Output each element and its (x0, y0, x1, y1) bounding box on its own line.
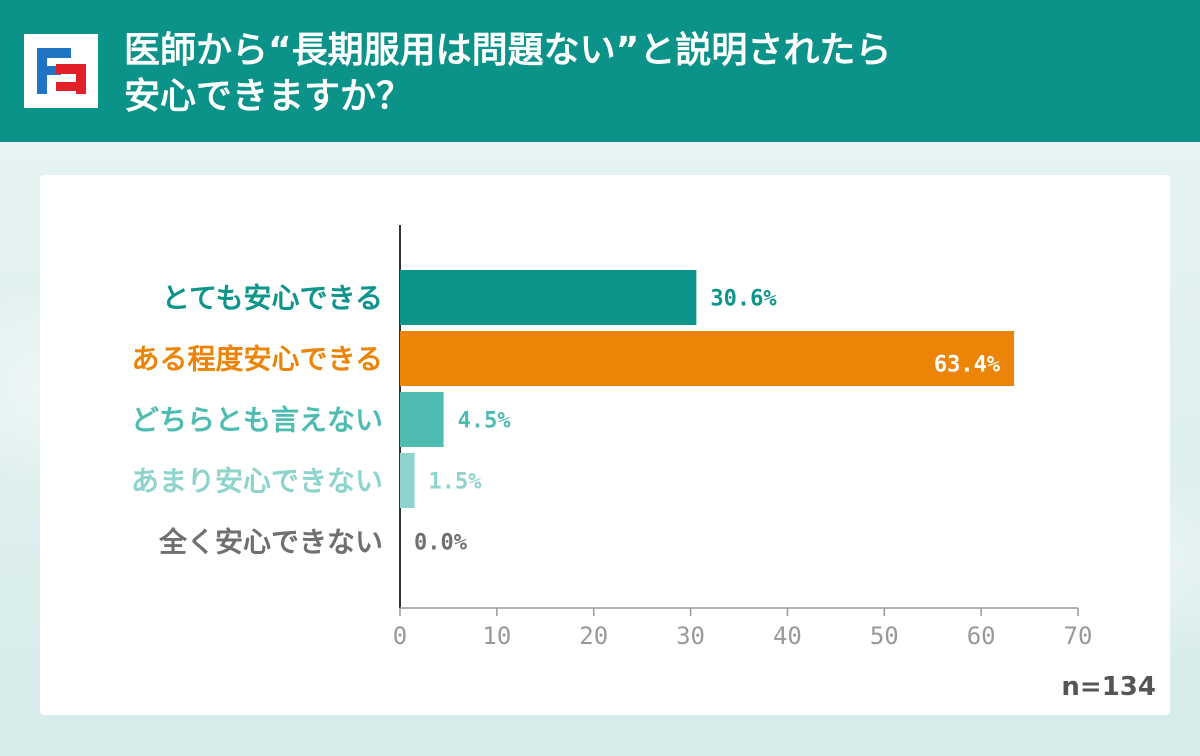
x-tick-label: 40 (773, 622, 802, 650)
bar (400, 392, 444, 447)
x-tick-label: 60 (967, 622, 996, 650)
category-label: ある程度安心できる (132, 343, 383, 376)
category-label: どちらとも言えない (131, 404, 383, 437)
data-label: 1.5% (429, 470, 483, 495)
x-tick-label: 0 (393, 622, 407, 650)
page-title: 医師から“長期服用は問題ない”と説明されたら 安心できますか？ (124, 30, 892, 117)
bar (400, 453, 415, 508)
category-label: あまり安心できない (131, 465, 383, 498)
data-label: 0.0% (414, 531, 468, 556)
x-tick-label: 70 (1064, 622, 1093, 650)
bar (400, 331, 1015, 386)
category-label: 全く安心できない (158, 526, 383, 559)
category-label: とても安心できる (162, 282, 383, 315)
brand-logo-icon (24, 34, 98, 108)
data-label: 63.4% (934, 353, 1001, 378)
header-bar: 医師から“長期服用は問題ない”と説明されたら 安心できますか？ (0, 0, 1200, 142)
x-tick-label: 10 (482, 622, 511, 650)
x-tick-label: 30 (676, 622, 705, 650)
data-label: 4.5% (458, 409, 512, 434)
x-tick-label: 50 (870, 622, 899, 650)
sample-size-label: n=134 (1061, 672, 1156, 702)
chart-panel (40, 175, 1170, 715)
bar (400, 270, 697, 325)
x-tick-label: 20 (579, 622, 608, 650)
data-label: 30.6% (710, 287, 777, 312)
